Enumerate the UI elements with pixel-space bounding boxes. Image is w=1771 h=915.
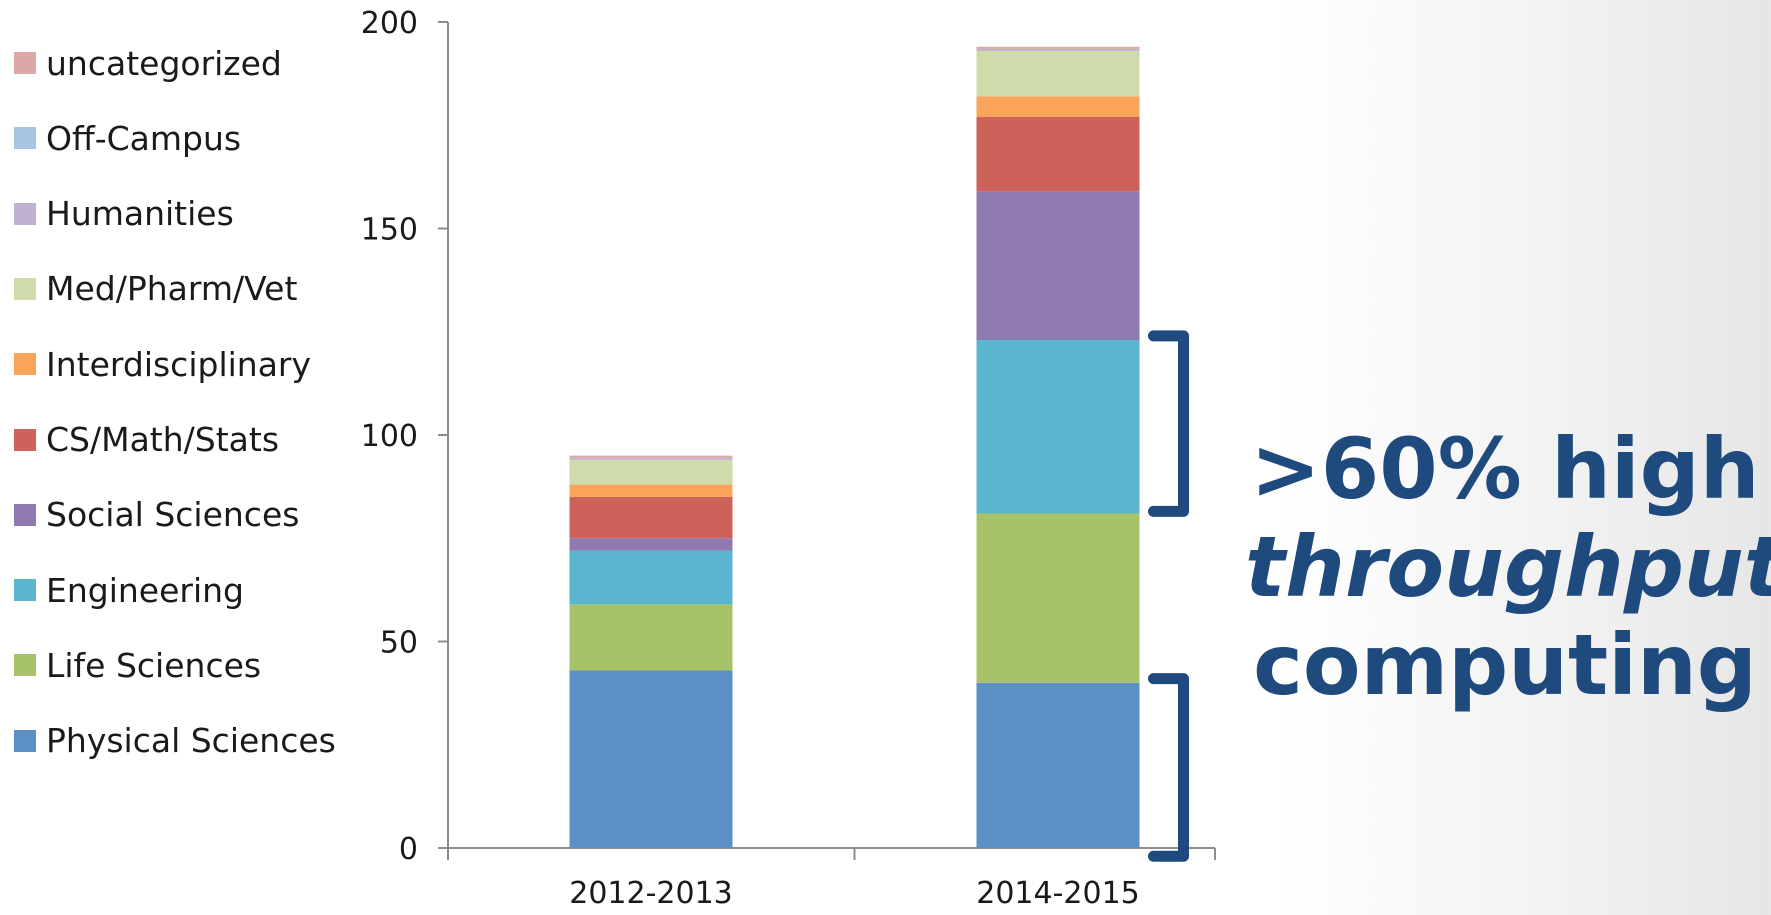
legend-item: Social Sciences (14, 495, 299, 535)
bar-segment (976, 340, 1140, 514)
legend-swatch (14, 654, 36, 677)
legend-swatch (14, 127, 36, 150)
bar-segment (569, 604, 733, 671)
legend-item: Engineering (14, 570, 244, 610)
legend-label: CS/Math/Stats (46, 420, 280, 459)
legend-label: Interdisciplinary (46, 344, 312, 384)
x-tick-label: 2014-2015 (976, 876, 1140, 911)
legend-swatch (14, 428, 36, 451)
bar-segment (976, 191, 1140, 341)
legend-swatch (14, 353, 36, 376)
legend-item: Off-Campus (14, 118, 241, 158)
x-tick-label: 2012-2013 (569, 876, 733, 911)
bar-segment (569, 670, 733, 848)
bracket-physical-sciences (1148, 673, 1189, 862)
bar-segment (569, 455, 733, 458)
bar-segment (569, 459, 733, 485)
legend-swatch (14, 202, 36, 225)
callout-line-1: >60% high (1250, 420, 1760, 518)
legend-label: Humanities (46, 194, 234, 234)
y-tick-label: 0 (399, 832, 418, 867)
bar-segment (569, 457, 733, 460)
y-tick-label: 50 (380, 626, 418, 661)
bar-segment (976, 513, 1140, 683)
bar-segment (976, 46, 1140, 49)
legend-swatch (14, 277, 36, 300)
bar-segment (976, 48, 1140, 51)
callout-line-2: throughput (1245, 518, 1771, 616)
legend-label: Physical Sciences (46, 721, 336, 761)
legend-swatch (14, 579, 36, 602)
y-tick-label: 150 (361, 213, 418, 248)
bar-segment (569, 484, 733, 497)
bar-segment (976, 116, 1140, 192)
legend-label: Social Sciences (46, 495, 300, 535)
legend-label: uncategorized (46, 43, 282, 83)
y-tick-label: 200 (361, 6, 418, 41)
legend-item: Med/Pharm/Vet (14, 269, 297, 309)
legend-item: Physical Sciences (14, 721, 336, 761)
bar-segment (569, 550, 733, 605)
callout-line-3: computing (1253, 616, 1757, 714)
legend-item: Humanities (14, 194, 234, 234)
bar-segment (976, 50, 1140, 97)
legend-item: Life Sciences (14, 645, 261, 685)
bar-segment (976, 682, 1140, 848)
throughput-callout: >60% high throughput computing (1245, 420, 1771, 714)
legend-item: uncategorized (14, 43, 282, 83)
y-tick-label: 100 (361, 419, 418, 454)
bar-segment (569, 538, 733, 551)
bar-segment (976, 96, 1140, 117)
legend-item: Interdisciplinary (14, 344, 311, 384)
legend-item: CS/Math/Stats (14, 420, 279, 460)
legend-swatch (14, 729, 36, 752)
legend-label: Life Sciences (46, 645, 262, 685)
highlight-brackets (1148, 330, 1189, 862)
legend-label: Off-Campus (46, 118, 242, 158)
bracket-engineering (1148, 330, 1189, 517)
legend-swatch (14, 52, 36, 74)
legend-label: Engineering (46, 570, 244, 610)
chart-axes: 0 50 100 150 200 2012-2013 2014-2015 (361, 6, 1216, 911)
legend-label: Med/Pharm/Vet (46, 269, 298, 309)
legend-swatch (14, 503, 36, 526)
chart-bars (569, 46, 1140, 848)
bar-segment (569, 496, 733, 539)
